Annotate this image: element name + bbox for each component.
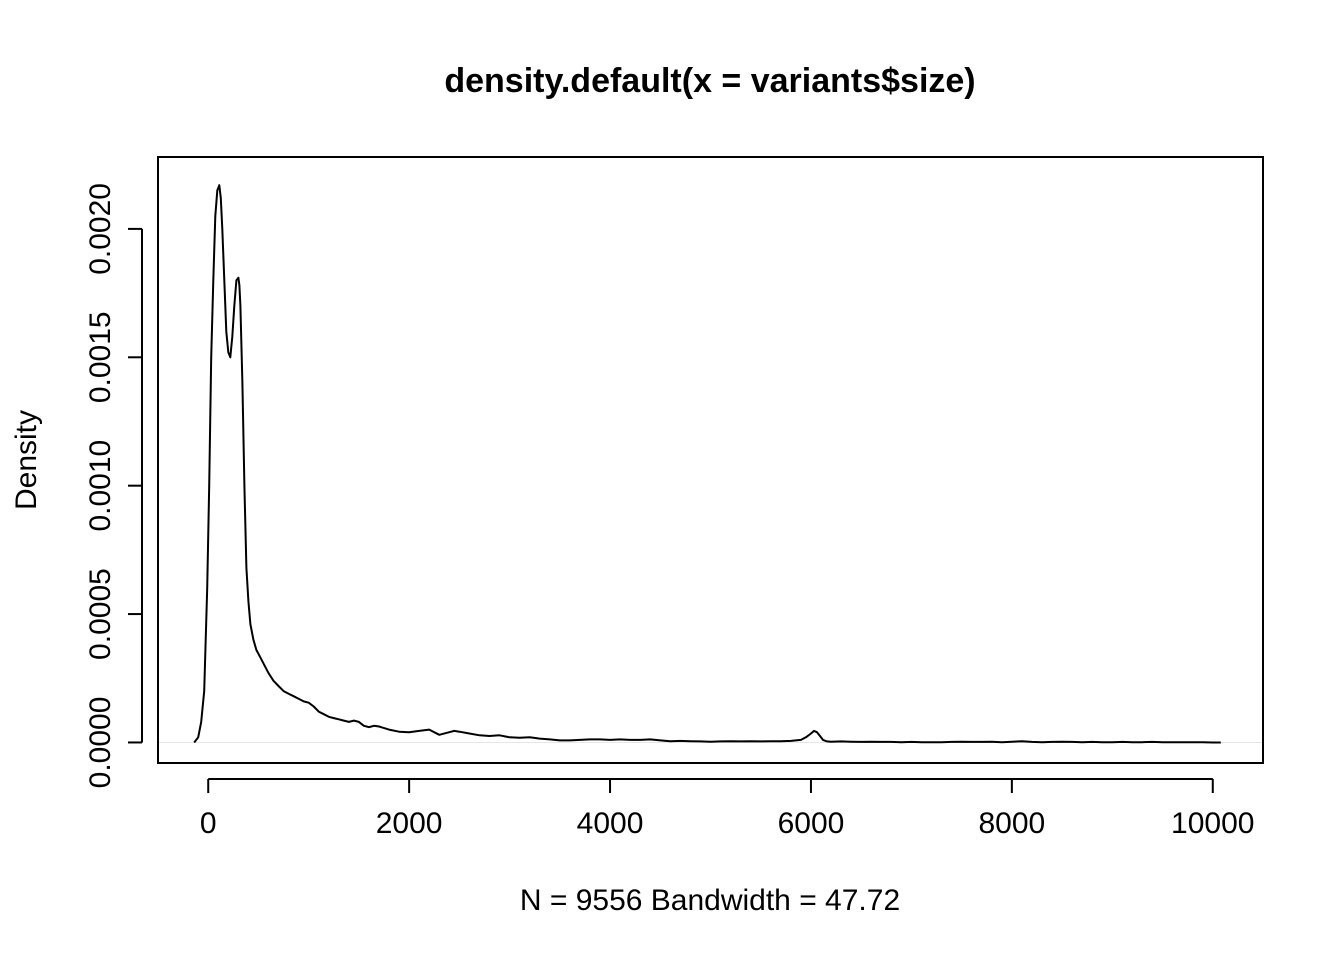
density-curve <box>193 184 1221 744</box>
x-tick-label: 0 <box>200 807 217 840</box>
y-tick-label: 0.0000 <box>84 697 117 789</box>
x-tick-label: 6000 <box>778 807 845 840</box>
x-tick-label: 10000 <box>1171 807 1254 840</box>
y-axis: 0.0000 0.0005 0.0010 0.0015 0.0020 <box>84 183 143 789</box>
y-tick-label: 0.0010 <box>84 440 117 532</box>
y-tick-label: 0.0020 <box>84 183 117 275</box>
x-tick-label: 2000 <box>376 807 443 840</box>
chart-title: density.default(x = variants$size) <box>444 62 975 100</box>
y-tick-label: 0.0015 <box>84 311 117 403</box>
y-axis-label: Density <box>10 410 43 510</box>
plot-frame <box>157 156 1264 764</box>
x-axis: 0 2000 4000 6000 8000 10000 <box>200 778 1254 840</box>
x-tick-label: 4000 <box>577 807 644 840</box>
x-tick-label: 8000 <box>978 807 1045 840</box>
y-tick-label: 0.0005 <box>84 568 117 660</box>
x-axis-label: N = 9556 Bandwidth = 47.72 <box>520 884 900 917</box>
